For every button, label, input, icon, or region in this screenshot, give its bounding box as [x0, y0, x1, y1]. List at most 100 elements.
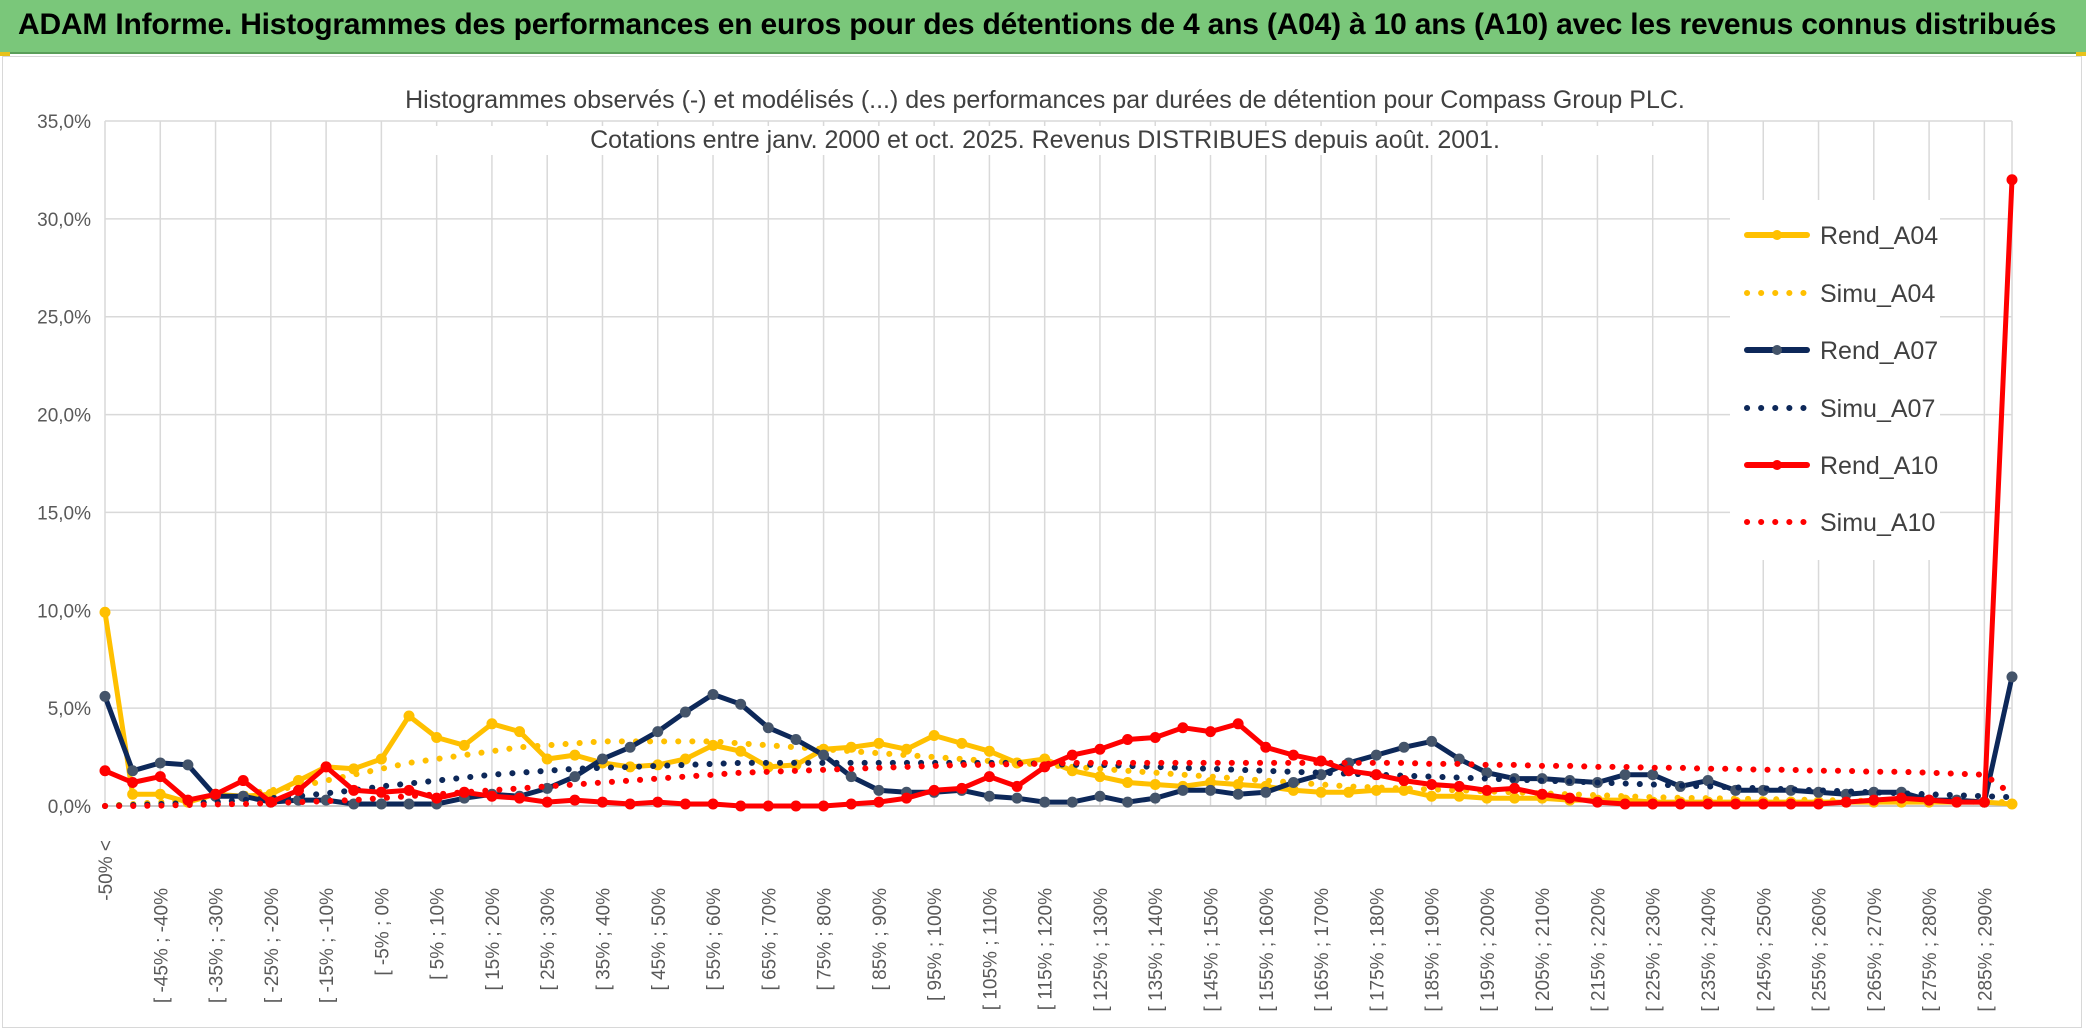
- legend-swatch-rend-a07: [1744, 345, 1810, 355]
- data-point-rend-a10: [1343, 765, 1355, 777]
- y-tick-label: 35,0%: [37, 112, 91, 133]
- data-point-rend-a10: [1868, 794, 1880, 806]
- legend-marker: [1772, 230, 1782, 240]
- data-point-rend-a10: [956, 782, 968, 794]
- x-tick-label: [ 235% ; 240%: [1699, 888, 1720, 1012]
- data-point-rend-a10: [431, 792, 443, 804]
- data-point-rend-a07: [1647, 769, 1659, 781]
- data-point-rend-a07: [1426, 735, 1438, 747]
- data-point-rend-a10: [127, 777, 139, 789]
- data-point-rend-a10: [1840, 796, 1852, 808]
- legend-label-rend-a10: Rend_A10: [1820, 452, 1939, 480]
- data-point-rend-a10: [1785, 798, 1797, 810]
- legend-marker: [1772, 460, 1782, 470]
- data-point-rend-a10: [486, 790, 498, 802]
- y-tick-label: 0,0%: [48, 797, 91, 818]
- data-point-rend-a07: [127, 765, 139, 777]
- data-point-rend-a10: [679, 798, 691, 810]
- series-line-rend-a10: [102, 177, 2015, 809]
- legend-label-rend-a07: Rend_A07: [1820, 337, 1939, 365]
- x-tick-label: [ 85% ; 90%: [870, 888, 891, 991]
- data-point-rend-a07: [762, 722, 774, 734]
- data-point-rend-a10: [1177, 722, 1189, 734]
- data-point-rend-a07: [652, 726, 664, 738]
- data-point-rend-a07: [1370, 749, 1382, 761]
- series-line-simu-a07: [102, 759, 2015, 809]
- x-tick-label: [ 45% ; 50%: [649, 888, 670, 991]
- data-point-rend-a04: [707, 739, 719, 751]
- legend-swatch-simu-a04: [1744, 290, 1810, 296]
- data-point-rend-a10: [1426, 778, 1438, 790]
- data-point-rend-a04: [873, 737, 885, 749]
- data-point-rend-a04: [679, 753, 691, 765]
- x-tick-label: [ 25% ; 30%: [538, 888, 559, 991]
- legend-marker: [1772, 345, 1782, 355]
- data-point-rend-a07: [707, 688, 719, 700]
- data-point-rend-a10: [292, 784, 304, 796]
- data-point-rend-a07: [1149, 792, 1161, 804]
- data-point-rend-a07: [1232, 788, 1244, 800]
- legend-swatch-rend-a04: [1744, 230, 1810, 240]
- data-point-rend-a07: [2006, 671, 2018, 683]
- legend-item-simu-a04: Simu_A04: [1742, 273, 1942, 313]
- data-point-rend-a10: [1730, 798, 1742, 810]
- data-point-rend-a07: [375, 798, 387, 810]
- data-point-rend-a10: [983, 771, 995, 783]
- legend-label-simu-a04: Simu_A04: [1820, 280, 1936, 308]
- data-point-rend-a10: [1757, 798, 1769, 810]
- banner: ADAM Informe. Histogrammes des performan…: [0, 0, 2086, 54]
- x-tick-label: [ -15% ; -10%: [317, 888, 338, 1003]
- data-point-rend-a10: [348, 784, 360, 796]
- x-tick-label: [ 215% ; 220%: [1588, 888, 1609, 1012]
- data-point-rend-a04: [458, 739, 470, 751]
- data-point-rend-a04: [983, 745, 995, 757]
- data-point-rend-a07: [403, 798, 415, 810]
- data-point-rend-a04: [2006, 798, 2018, 810]
- x-tick-label: [ 245% ; 250%: [1754, 888, 1775, 1012]
- series-line-simu-a10: [102, 759, 2015, 809]
- data-point-rend-a04: [486, 718, 498, 730]
- y-tick-label: 20,0%: [37, 406, 91, 427]
- x-tick-label: [ 115% ; 120%: [1036, 888, 1057, 1010]
- y-tick-label: 15,0%: [37, 503, 91, 524]
- data-point-rend-a10: [928, 784, 940, 796]
- data-point-rend-a10: [1895, 792, 1907, 804]
- data-point-rend-a10: [1481, 784, 1493, 796]
- data-point-rend-a10: [320, 761, 332, 773]
- data-point-rend-a10: [1094, 743, 1106, 755]
- data-point-rend-a04: [1149, 778, 1161, 790]
- data-point-rend-a07: [99, 690, 111, 702]
- legend-swatch-rend-a10: [1744, 460, 1810, 470]
- data-point-rend-a10: [1011, 780, 1023, 792]
- x-tick-label: [ 5% ; 10%: [428, 888, 449, 980]
- data-point-rend-a10: [845, 798, 857, 810]
- data-point-rend-a10: [1122, 733, 1134, 745]
- data-point-rend-a10: [1398, 775, 1410, 787]
- x-tick-label: [ -5% ; 0%: [372, 888, 393, 976]
- data-point-rend-a10: [1951, 796, 1963, 808]
- data-point-rend-a10: [458, 786, 470, 798]
- data-point-rend-a07: [1205, 784, 1217, 796]
- data-point-rend-a10: [818, 800, 830, 812]
- data-point-rend-a10: [569, 794, 581, 806]
- x-tick-label: [ -45% ; -40%: [151, 888, 172, 1003]
- data-point-rend-a07: [596, 753, 608, 765]
- data-point-rend-a07: [1122, 796, 1134, 808]
- data-point-rend-a10: [541, 796, 553, 808]
- y-tick-label: 5,0%: [48, 699, 91, 720]
- data-point-rend-a07: [154, 757, 166, 769]
- x-tick-label: [ 275% ; 280%: [1920, 888, 1941, 1012]
- x-tick-label: [ 145% ; 150%: [1202, 888, 1223, 1012]
- x-tick-label: [ 285% ; 290%: [1975, 888, 1996, 1012]
- data-point-rend-a10: [1619, 798, 1631, 810]
- data-point-rend-a04: [1426, 790, 1438, 802]
- x-tick-label: [ -35% ; -30%: [207, 888, 228, 1003]
- legend-item-simu-a10: Simu_A10: [1742, 502, 1942, 542]
- data-point-rend-a07: [1066, 796, 1078, 808]
- data-point-rend-a07: [818, 749, 830, 761]
- data-point-rend-a10: [1702, 798, 1714, 810]
- chart-frame: [2, 56, 2082, 1028]
- data-point-rend-a04: [735, 745, 747, 757]
- chart-title: Histogrammes observés (-) et modélisés (…: [400, 86, 1690, 115]
- data-point-rend-a07: [735, 698, 747, 710]
